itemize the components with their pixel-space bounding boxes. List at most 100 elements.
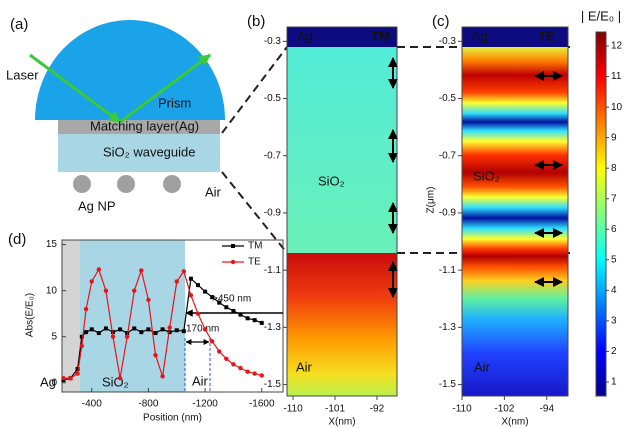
annotation: >450 nm (212, 294, 251, 305)
y-tick-label: -0.7 (264, 150, 282, 161)
colorbar-tick-label: 5 (611, 254, 617, 265)
data-point (252, 371, 257, 376)
colorbar-tick-label: 2 (611, 346, 617, 357)
x-axis-label: X(nm) (328, 417, 355, 428)
data-point (167, 325, 172, 330)
data-point (245, 316, 250, 321)
field-map (462, 47, 568, 396)
x-axis-label: Position (nm) (143, 413, 202, 424)
data-point (210, 295, 215, 300)
data-point (139, 330, 144, 335)
data-point (103, 288, 109, 293)
data-point (61, 375, 66, 381)
x-tick-label: -94 (540, 404, 555, 415)
data-point (110, 334, 116, 339)
data-point (117, 375, 123, 381)
panel-label: (a) (10, 16, 28, 33)
x-tick-label: -101 (325, 404, 345, 415)
data-point (196, 283, 200, 288)
y-tick-label: 10 (46, 285, 58, 296)
data-point (68, 375, 73, 381)
x-tick-label: -102 (494, 404, 514, 415)
data-point (217, 349, 222, 354)
colorbar-tick-label: 3 (611, 316, 617, 327)
data-point (238, 365, 243, 371)
data-point (238, 312, 243, 317)
sio2-region (80, 240, 185, 392)
y-tick-label: -0.5 (439, 93, 457, 104)
data-point (203, 289, 208, 294)
data-point (224, 356, 229, 362)
y-tick-label: 15 (46, 239, 58, 250)
field-map (287, 253, 397, 396)
panel-label: (d) (8, 231, 26, 248)
reflected-beam (119, 53, 211, 124)
y-tick-label: -1.1 (264, 265, 282, 276)
label: Ag NP (78, 198, 116, 213)
prism (35, 20, 225, 120)
y-tick-label: -0.9 (439, 208, 457, 219)
data-point (252, 318, 257, 323)
y-tick-label: -1.3 (264, 322, 282, 333)
y-tick-label: -0.3 (439, 36, 457, 47)
colorbar-tick-label: 6 (611, 224, 617, 235)
x-tick-label: -400 (82, 399, 102, 410)
data-point (160, 374, 165, 379)
panel-label: (c) (432, 13, 450, 30)
x-tick-label: -110 (283, 404, 303, 415)
data-point (202, 327, 208, 332)
label: Laser (6, 67, 39, 82)
data-point (83, 306, 89, 312)
data-point (96, 331, 101, 336)
waveguide (58, 134, 220, 172)
y-tick-label: -1.3 (439, 322, 457, 333)
data-point (231, 362, 236, 367)
annotation: 170 nm (186, 324, 219, 335)
colorbar-tick-label: 11 (611, 71, 622, 82)
ag-layer (462, 27, 568, 47)
x-axis-label: X(nm) (501, 417, 528, 428)
data-point (132, 326, 137, 331)
y-axis-label: Abs(E/E₀) (25, 293, 36, 337)
x-tick-label: -800 (138, 399, 158, 410)
x-tick-label: -1600 (249, 399, 275, 410)
data-point (146, 327, 151, 332)
y-tick-label: -1.5 (439, 379, 457, 390)
colorbar-tick-label: 1 (611, 377, 617, 388)
data-point (174, 328, 179, 333)
data-point (89, 327, 94, 332)
data-point (153, 352, 158, 358)
region-label: SiO₂ (102, 374, 129, 389)
data-point (139, 268, 144, 273)
region-label: Ag (297, 28, 313, 43)
x-tick-label: -110 (452, 404, 472, 415)
data-point (217, 300, 222, 305)
data-point (75, 371, 80, 376)
legend-marker (231, 244, 235, 248)
data-point (79, 343, 85, 349)
nanoparticle (163, 175, 181, 193)
y-tick-label: -1.5 (264, 379, 282, 390)
region-label: Air (192, 373, 209, 388)
colorbar-tick-label: 9 (611, 132, 617, 143)
y-tick-label: -0.9 (264, 208, 282, 219)
colorbar-tick-label: 12 (611, 41, 623, 52)
region-label: SiO₂ (473, 168, 500, 183)
laser-beam (29, 53, 121, 124)
region-label: Air (296, 359, 313, 374)
data-point (160, 327, 165, 332)
matching-layer (58, 120, 220, 134)
x-tick-label: -1200 (192, 399, 218, 410)
label: Prism (158, 95, 191, 110)
colorbar-tick-label: 7 (611, 193, 617, 204)
plot-frame (61, 239, 284, 393)
label: Air (205, 184, 222, 199)
data-point (181, 269, 187, 274)
y-tick-label: 0 (51, 377, 57, 388)
data-point (89, 279, 94, 284)
field-map (287, 47, 397, 253)
y-axis-label: Z(μm) (426, 187, 437, 214)
region-label: TE (538, 28, 555, 43)
data-point (245, 369, 250, 374)
colorbar-title: | E/E₀ | (581, 8, 621, 23)
